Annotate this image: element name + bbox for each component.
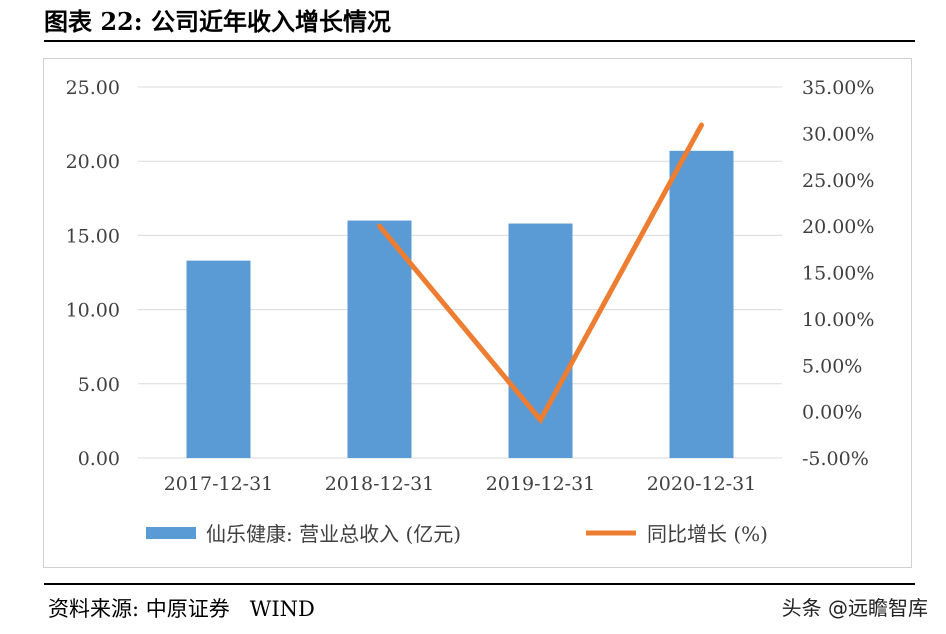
right-axis-tick-label: 10.00%: [802, 309, 874, 331]
revenue-bar: [669, 150, 734, 458]
right-axis-tick-label: 15.00%: [802, 263, 874, 285]
source-value: WIND: [249, 597, 315, 621]
legend-swatch-revenue: [146, 527, 196, 539]
left-axis-tick-label: 15.00: [66, 225, 120, 247]
footer-divider: [44, 583, 915, 585]
left-axis-tick-label: 20.00: [66, 151, 120, 173]
legend-label-revenue: 仙乐健康: 营业总收入 (亿元): [206, 522, 461, 546]
right-axis-tick-label: 0.00%: [802, 402, 862, 424]
revenue-bar: [347, 220, 412, 458]
category-tick-label: 2020-12-31: [647, 473, 757, 495]
chart-frame: [43, 58, 912, 568]
legend-label-growth: 同比增长 (%): [647, 522, 768, 546]
right-axis-tick-label: -5.00%: [802, 448, 869, 470]
right-axis-tick-label: 5.00%: [802, 355, 862, 377]
revenue-growth-chart: 0.00 5.00 10.00 15.00 20.00 25.00 -5.00% 0.00% 5…: [66, 77, 875, 546]
source-note: 资料来源: 中原证券 WIND: [48, 593, 315, 623]
left-axis-tick-label: 0.00: [78, 448, 120, 470]
left-axis-tick-label: 25.00: [66, 77, 120, 99]
category-tick-label: 2019-12-31: [486, 473, 596, 495]
right-axis-tick-label: 30.00%: [802, 123, 874, 145]
left-axis-tick-label: 5.00: [78, 374, 120, 396]
left-axis-tick-label: 10.00: [66, 300, 120, 322]
category-tick-label: 2017-12-31: [164, 473, 274, 495]
right-axis-tick-label: 20.00%: [802, 216, 874, 238]
header-divider: [44, 40, 915, 42]
revenue-bar: [186, 260, 251, 458]
right-axis-tick-label: 25.00%: [802, 170, 874, 192]
category-tick-label: 2018-12-31: [325, 473, 435, 495]
watermark: 头条 @远瞻智库: [781, 596, 928, 620]
figure-title: 图表 22: 公司近年收入增长情况: [44, 7, 391, 36]
right-axis-tick-label: 35.00%: [802, 77, 874, 99]
source-label: 资料来源: 中原证券: [48, 597, 230, 621]
